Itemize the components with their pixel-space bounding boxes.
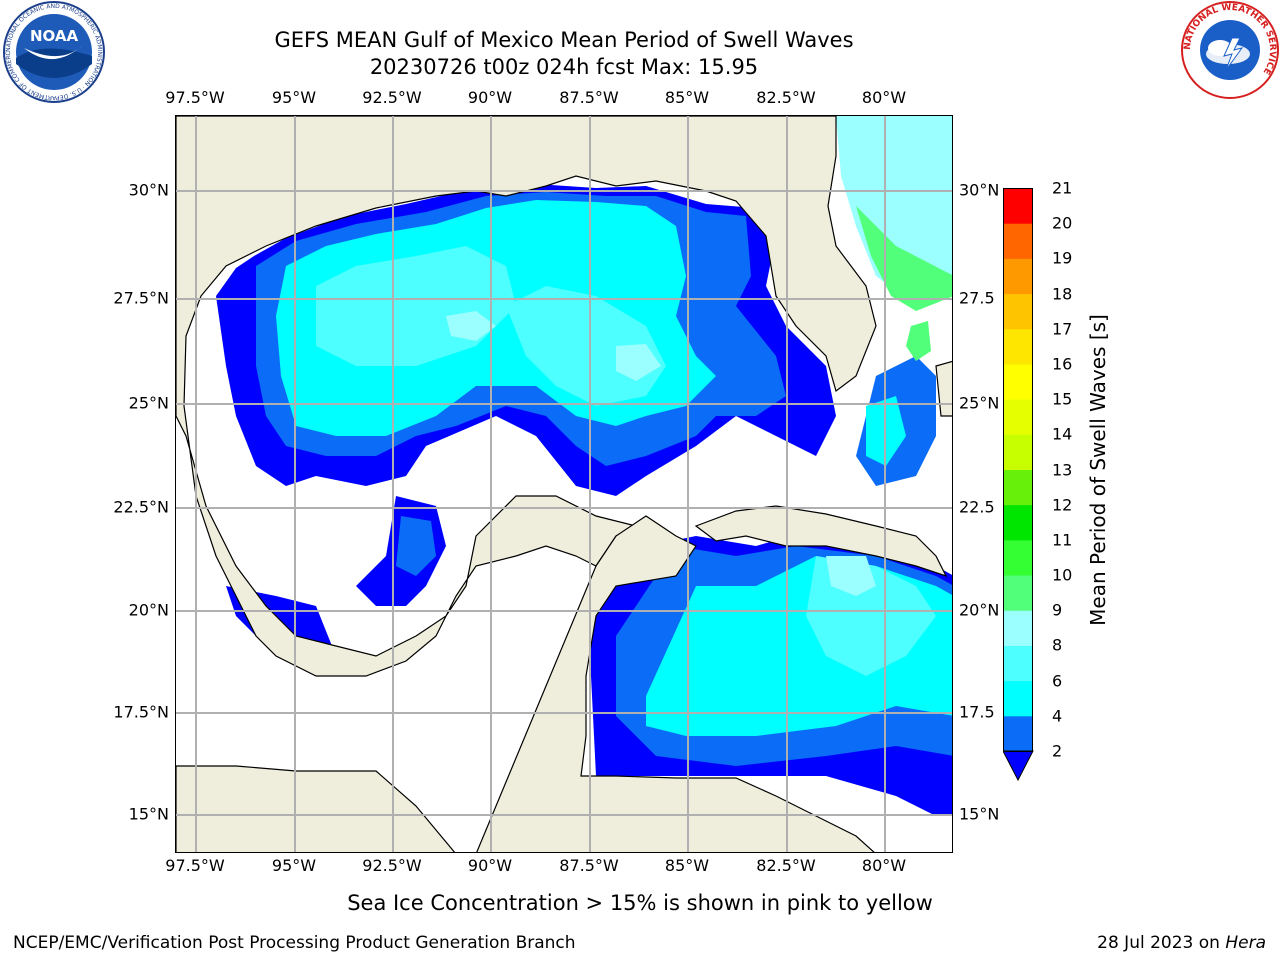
- colorbar-block: [1003, 539, 1033, 576]
- colorbar-tick: 10: [1052, 565, 1073, 585]
- lat-tick-right: 15°N: [959, 804, 1000, 824]
- colorbar-block: [1003, 363, 1033, 400]
- sea-ice-note: Sea Ice Concentration > 15% is shown in …: [0, 891, 1280, 915]
- lat-tick-left: 27.5°N: [113, 288, 169, 308]
- lon-tick-top: 82.5°W: [756, 88, 816, 107]
- colorbar-tick: 8: [1052, 635, 1063, 655]
- colorbar-label: Mean Period of Swell Waves [s]: [1086, 314, 1110, 626]
- colorbar-block: [1003, 399, 1033, 435]
- noaa-logo: NATIONAL OCEANIC AND ATMOSPHERIC ADMINIS…: [2, 0, 105, 103]
- colorbar-block: [1003, 715, 1033, 752]
- colorbar-block: [1003, 223, 1033, 259]
- map-panel: [175, 115, 953, 853]
- colorbar-tick: 20: [1052, 213, 1073, 233]
- colorbar-block: [1003, 680, 1033, 717]
- lat-tick-right: 22.5: [959, 497, 995, 517]
- colorbar-block: [1003, 328, 1033, 365]
- lon-tick-top: 80°W: [861, 88, 907, 107]
- swell-region-2-4: [396, 516, 436, 576]
- lat-tick-left: 30°N: [128, 180, 169, 200]
- colorbar-tick: 17: [1052, 319, 1073, 339]
- lon-tick-bottom: 90°W: [467, 856, 513, 875]
- sea-ice-note-text: Sea Ice Concentration > 15% is shown in …: [347, 891, 933, 915]
- lon-tick-bottom: 85°W: [664, 856, 710, 875]
- colorbar-block: [1003, 258, 1033, 295]
- colorbar-tick: 9: [1052, 600, 1063, 620]
- swell-region-9-10: [856, 206, 952, 311]
- lat-tick-right: 30°N: [959, 180, 1000, 200]
- colorbar-tick: 21: [1052, 178, 1073, 198]
- lon-tick-bottom: 87.5°W: [559, 856, 619, 875]
- colorbar-tick: 13: [1052, 460, 1073, 479]
- map-canvas: [176, 116, 952, 852]
- lat-tick-left: 17.5°N: [113, 702, 169, 722]
- lon-tick-top: 90°W: [467, 88, 513, 107]
- colorbar-block: [1003, 504, 1033, 541]
- colorbar-tick: 16: [1052, 354, 1073, 374]
- lat-tick-right: 27.5: [959, 288, 995, 308]
- lat-tick-left: 25°N: [128, 393, 169, 413]
- lon-tick-top: 87.5°W: [559, 88, 619, 107]
- colorbar-tick: 15: [1052, 389, 1073, 409]
- colorbar-tick: 19: [1052, 248, 1073, 268]
- colorbar-under-triangle: [1003, 750, 1034, 782]
- swell-region-8-9: [826, 556, 876, 596]
- footer-date-text: 28 Jul 2023 on: [1097, 933, 1226, 953]
- land: [176, 116, 952, 852]
- lon-tick-bottom: 95°W: [271, 856, 317, 875]
- lat-tick-left: 15°N: [128, 804, 169, 824]
- lon-tick-bottom: 80°W: [861, 856, 907, 875]
- lon-tick-bottom: 82.5°W: [756, 856, 816, 875]
- lat-tick-right: 17.5: [959, 702, 995, 722]
- colorbar-tick: 4: [1052, 706, 1063, 726]
- map-subtitle: 20230726 t00z 024h fcst Max: 15.95: [369, 55, 759, 79]
- colorbar-block: [1003, 610, 1033, 646]
- footer-host: Hera: [1225, 933, 1266, 953]
- colorbar-tick: 2: [1052, 741, 1063, 761]
- swell-region-8-9: [446, 311, 496, 341]
- nws-logo: NATIONAL WEATHER SERVICE: [1181, 1, 1279, 99]
- colorbar-frame: [1003, 188, 1033, 752]
- lat-tick-right: 25°N: [959, 393, 1000, 413]
- colorbar-tick: 18: [1052, 284, 1073, 304]
- lon-tick-bottom: 92.5°W: [362, 856, 422, 875]
- map-title: GEFS MEAN Gulf of Mexico Mean Period of …: [274, 28, 854, 52]
- colorbar: [1003, 188, 1034, 782]
- lon-tick-top: 85°W: [664, 88, 710, 107]
- noaa-logo-text: NOAA: [30, 27, 79, 45]
- swell-region-8-9: [616, 344, 661, 381]
- lon-tick-top: 97.5°W: [165, 88, 225, 107]
- lon-tick-top: 92.5°W: [362, 88, 422, 107]
- colorbar-block: [1003, 645, 1033, 682]
- lat-tick-left: 20°N: [128, 600, 169, 620]
- colorbar-block: [1003, 469, 1033, 506]
- colorbar-block: [1003, 434, 1033, 470]
- colorbar-blocks: [1003, 188, 1033, 752]
- footer-credit: NCEP/EMC/Verification Post Processing Pr…: [13, 933, 576, 953]
- colorbar-block: [1003, 188, 1033, 224]
- colorbar-tick: 11: [1052, 530, 1073, 550]
- lat-tick-right: 20°N: [959, 600, 1000, 620]
- footer-date: 28 Jul 2023 on Hera: [1097, 933, 1266, 953]
- gridlines: [176, 116, 952, 852]
- land-bahamas: [935, 360, 952, 417]
- swell-region-8-9: [836, 116, 952, 306]
- land-central-america: [176, 515, 875, 852]
- colorbar-block: [1003, 575, 1033, 611]
- lat-tick-left: 22.5°N: [113, 497, 169, 517]
- swell-region-9-10: [906, 321, 931, 361]
- colorbar-tick: 14: [1052, 424, 1073, 444]
- lon-tick-top: 95°W: [271, 88, 317, 107]
- colorbar-tick: 12: [1052, 495, 1073, 515]
- colorbar-tick: 6: [1052, 671, 1063, 691]
- colorbar-block: [1003, 293, 1033, 330]
- lon-tick-bottom: 97.5°W: [165, 856, 225, 875]
